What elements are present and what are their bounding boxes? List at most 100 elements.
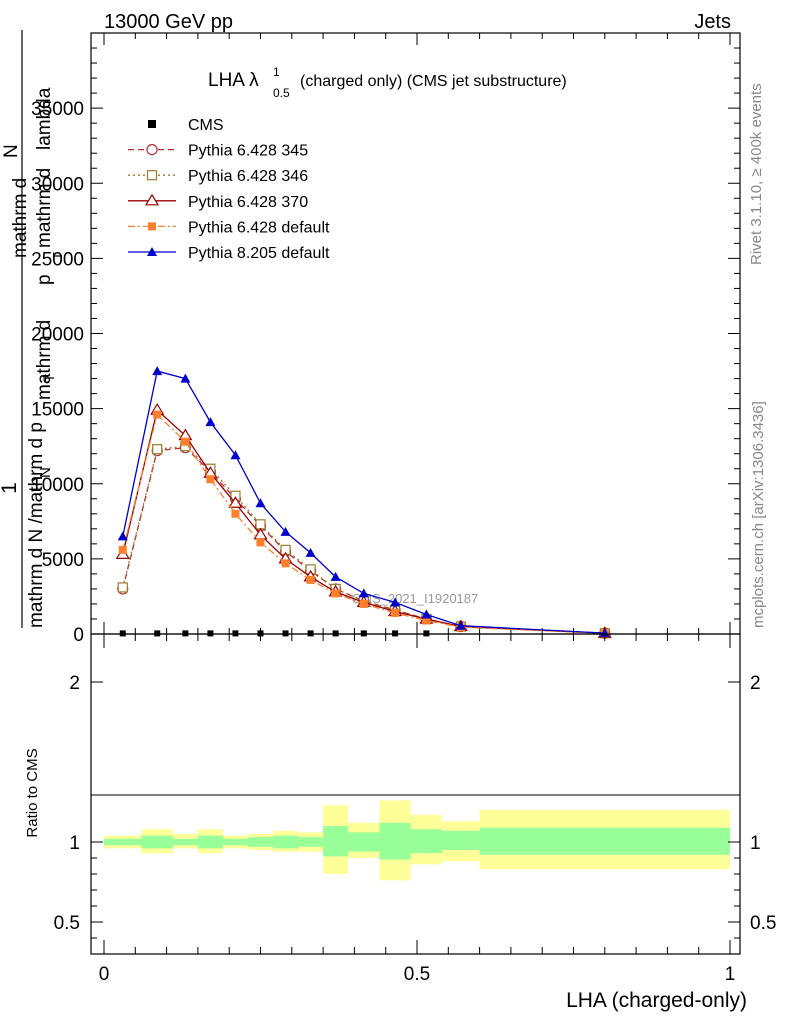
ratio-band-stat <box>247 837 274 847</box>
legend-label: Pythia 6.428 345 <box>188 143 308 160</box>
ratio-band-stat <box>323 826 349 857</box>
legend-label: Pythia 8.205 default <box>188 245 330 262</box>
data-point <box>152 444 163 455</box>
data-point <box>422 616 431 625</box>
legend-marker <box>148 222 156 231</box>
data-point <box>305 547 316 557</box>
data-point <box>180 373 191 383</box>
data-point <box>119 630 126 637</box>
main-series-layer <box>115 366 612 639</box>
main-y-tick-label: 35000 <box>31 99 84 120</box>
ylabel-mid-lambda: lambda <box>34 87 55 150</box>
ratio-band-stat <box>479 827 730 855</box>
legend-label: Pythia 6.428 default <box>188 219 330 236</box>
data-point <box>206 475 215 484</box>
ratio-band-stat <box>222 838 248 846</box>
legend-entry: CMS <box>148 117 224 134</box>
ratio-y-tick-label: 2 <box>69 673 80 694</box>
legend-entry: Pythia 6.428 370 <box>128 193 308 211</box>
data-point <box>307 630 314 637</box>
series-line <box>122 413 605 635</box>
data-point <box>152 366 163 376</box>
data-point <box>331 589 340 598</box>
ylabel-one: 1 <box>0 482 21 494</box>
data-point <box>153 410 162 419</box>
main-y-tick-label: 5000 <box>42 550 84 571</box>
series-line <box>122 370 605 634</box>
ratio-plot-frame <box>90 633 741 955</box>
x-tick-label: 1 <box>725 964 736 985</box>
mcplots-label: mcplots.cern.ch [arXiv:1306.3436] <box>750 401 767 628</box>
ylabel-bottom-n: N <box>37 467 54 478</box>
data-point <box>390 597 401 607</box>
ylabel-top-n: N <box>1 144 22 158</box>
series-pythia-6-428-346 <box>117 441 610 639</box>
ratio-band-stat <box>298 837 324 847</box>
main-y-ticks: 5000 10000 15000 20000 25000 30000 35000 0 <box>31 32 740 646</box>
legend-entry: Pythia 6.428 345 <box>128 143 308 160</box>
ratio-x-ticks: 0 0.5 1 <box>99 634 736 985</box>
ratio-band-stat <box>197 835 223 849</box>
series-line <box>122 408 605 634</box>
data-point <box>228 496 243 508</box>
ratio-y-tick-label: 1 <box>69 833 80 854</box>
main-title-rest: (charged only) (CMS jet substructure) <box>300 73 567 90</box>
ylabel-top: mathrm d <box>10 178 31 258</box>
ratio-band-stat <box>410 829 443 854</box>
data-point <box>207 630 214 637</box>
legend-entry: Pythia 6.428 default <box>128 219 330 236</box>
legend-entry: Pythia 8.205 default <box>128 245 330 262</box>
data-point <box>423 630 430 637</box>
main-title-sup: 1 <box>273 65 280 79</box>
main-y-tick-label: 10000 <box>31 475 84 496</box>
main-y-tick-label: 30000 <box>31 174 84 195</box>
legend-marker <box>148 120 156 128</box>
data-point <box>281 559 290 568</box>
data-point <box>359 599 368 608</box>
data-point <box>117 582 128 593</box>
data-point <box>257 630 264 637</box>
ylabel-bottom: mathrm d N /mathrm d p <box>26 422 47 628</box>
main-y-tick-label-zero: 0 <box>73 625 84 646</box>
rivet-label: Rivet 3.1.10, ≥ 400k events <box>748 83 765 265</box>
data-point <box>232 630 239 637</box>
ratio-bands <box>104 800 730 881</box>
data-point <box>282 630 289 637</box>
legend-label: Pythia 6.428 346 <box>188 168 308 185</box>
ylabel-mid-p: p <box>34 274 55 285</box>
ratio-band-stat <box>348 832 380 852</box>
data-point <box>280 526 291 536</box>
ylabel-mid-t: T <box>50 252 65 260</box>
data-point <box>599 628 610 638</box>
legend-label: CMS <box>188 117 224 134</box>
main-title-sub: 0.5 <box>273 86 290 100</box>
main-y-tick-label: 25000 <box>31 249 84 270</box>
ratio-band-stat <box>172 838 198 846</box>
ratio-band-stat <box>104 838 142 846</box>
legend-marker <box>146 144 158 156</box>
main-y-tick-label: 20000 <box>31 325 84 346</box>
data-point <box>117 531 128 541</box>
ratio-y-tick-label-right: 0.5 <box>750 913 776 934</box>
series-cms <box>119 630 430 637</box>
series-pythia-6-428-default <box>118 410 609 638</box>
series-pythia-8-205-default <box>117 366 610 638</box>
ratio-y-label: Ratio to CMS <box>24 748 41 837</box>
ratio-y-tick-label-right: 2 <box>750 673 761 694</box>
series-pythia-6-428-345 <box>117 442 611 639</box>
data-point <box>330 571 341 581</box>
series-line <box>122 447 605 634</box>
data-point <box>205 417 216 427</box>
data-point <box>255 519 266 530</box>
data-point <box>421 609 432 619</box>
ylabel-mid: mathrm d <box>34 320 55 400</box>
ratio-band-stat <box>442 830 480 850</box>
x-tick-label: 0.5 <box>404 964 430 985</box>
process-label: Jets <box>694 11 731 33</box>
data-point <box>230 450 241 460</box>
data-point <box>231 509 240 518</box>
ratio-y-tick-label-right: 1 <box>750 833 761 854</box>
data-point <box>181 437 190 446</box>
data-point <box>391 608 400 617</box>
main-y-label: 1 mathrm d N mathrm d p T mathrm d lambd… <box>0 30 65 628</box>
